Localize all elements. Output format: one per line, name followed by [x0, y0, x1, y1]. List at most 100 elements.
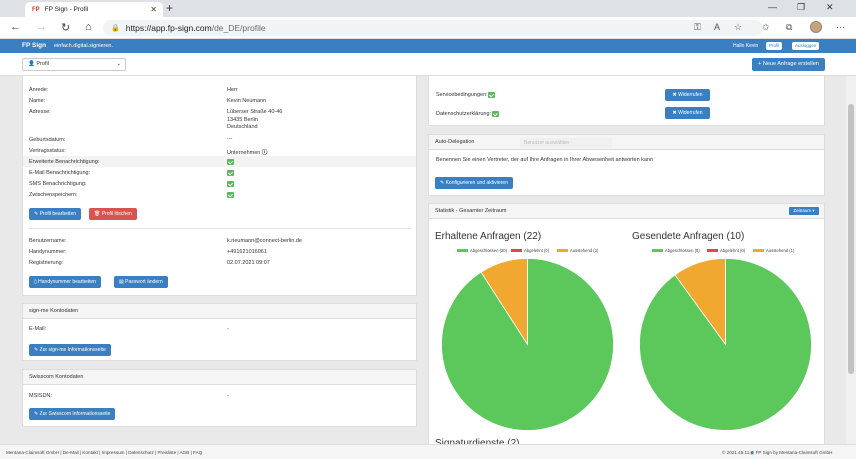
fp-favicon-icon: FP: [32, 6, 40, 13]
fp-logo-icon: ▣: [750, 450, 756, 455]
revoke-service-button[interactable]: ✖ Widerrufen: [665, 89, 710, 101]
email-value: -: [227, 326, 229, 332]
revoke-label: Widerrufen: [678, 92, 703, 98]
service-terms-label: Servicebedingungen:: [436, 92, 488, 98]
delete-profile-button[interactable]: 🗑 Profil löschen: [89, 208, 137, 220]
scrollbar-thumb[interactable]: [848, 104, 854, 374]
time-range-dropdown[interactable]: Zeitraum ▾: [789, 207, 819, 215]
tab-bar: FP FP Sign - Profil ✕ + — ❐ ✕: [0, 0, 856, 17]
signme-panel-title: sign-me Kontodaten: [23, 304, 416, 319]
address-line: Lüberser Straße 40-46: [227, 109, 283, 115]
toggle-label: Zwischenspeichern:: [29, 192, 78, 198]
link-icon: ✎: [34, 347, 40, 353]
change-password-label: Passwort ändern: [125, 279, 163, 285]
signme-info-button[interactable]: ✎ Zur sign-me Informationsseite: [29, 344, 111, 356]
trash-icon: 🗑: [94, 211, 102, 217]
menu-dots-icon[interactable]: ⋯: [836, 22, 845, 32]
field-label: Adresse:: [29, 109, 51, 115]
profile-panel: Anrede: Herr Name: Kevin Neumann Adresse…: [22, 76, 417, 296]
new-tab-icon[interactable]: +: [166, 1, 174, 15]
forward-icon[interactable]: →: [36, 21, 47, 33]
signature-services-title: Signaturdienste (2): [435, 438, 520, 449]
pie-slice-completed[interactable]: [441, 258, 614, 431]
swisscom-info-button[interactable]: ✎ Zur Swisscom Informationsseite: [29, 408, 116, 420]
tab-title: FP Sign - Profil: [44, 6, 89, 13]
field-value: Herr: [227, 87, 238, 93]
home-icon[interactable]: ⌂: [85, 21, 92, 33]
pie-slice-completed[interactable]: [639, 258, 812, 431]
delegation-panel: Auto-Delegation Benennen Sie einen Vertr…: [428, 134, 825, 196]
statistics-title: Statistik - Gesamter Zeitraum: [429, 204, 824, 219]
maximize-icon[interactable]: ❐: [797, 2, 806, 12]
url-field[interactable]: 🔒 https://app.fp-sign.com/de_DE/profile: [103, 20, 763, 36]
info-icon[interactable]: ⓘ: [261, 150, 268, 156]
revoke-privacy-button[interactable]: ✖ Widerrufen: [665, 107, 710, 119]
legend-item: Abgeschlossen (20): [457, 248, 507, 253]
toggle-label: E-Mail Benachrichtigung:: [29, 170, 91, 176]
divider: [29, 228, 411, 229]
lock-icon: 🔒: [111, 25, 120, 32]
msisdn-label: MSISDN:: [29, 393, 52, 399]
reload-icon[interactable]: ↻: [61, 22, 71, 34]
pencil-icon: ✎: [440, 180, 446, 186]
check-icon[interactable]: [227, 170, 234, 176]
user-avatar[interactable]: [810, 21, 822, 33]
swisscom-panel-title: Swisscom Kontodaten: [23, 370, 416, 385]
browser-tab[interactable]: FP FP Sign - Profil ✕: [25, 2, 163, 17]
link-icon: ✎: [34, 411, 40, 417]
close-window-icon[interactable]: ✕: [826, 2, 834, 12]
delegation-description: Benennen Sie einen Vertreter, der auf Ih…: [436, 157, 654, 163]
pencil-icon: ✎: [34, 211, 40, 217]
check-icon[interactable]: [227, 192, 234, 198]
field-label: Benutzername:: [29, 238, 67, 244]
change-password-button[interactable]: ▤ Passwort ändern: [114, 276, 168, 288]
footer-version: © 2021.45.11.4: [722, 450, 754, 455]
logout-button[interactable]: Ausloggen: [792, 42, 820, 50]
favorites-list-icon[interactable]: ✩: [762, 22, 770, 32]
close-tab-icon[interactable]: ✕: [150, 5, 157, 14]
url-host: https://app.fp-sign.com: [125, 23, 212, 33]
legend-label: Ausstehend (1): [766, 248, 795, 253]
field-label: Geburtsdatum:: [29, 137, 66, 143]
legend-label: Abgeschlossen (9): [665, 248, 700, 253]
chart-title-sent: Gesendete Anfragen (10): [632, 231, 745, 242]
tagline: einfach.digital.signieren.: [54, 43, 114, 49]
minimize-icon[interactable]: —: [768, 2, 777, 12]
address-bar: ← → ↻ ⌂ 🔒 https://app.fp-sign.com/de_DE/…: [0, 17, 856, 39]
check-icon[interactable]: [227, 159, 234, 165]
back-icon[interactable]: ←: [10, 21, 21, 33]
received-requests-pie-chart: [441, 258, 614, 431]
profile-select[interactable]: 👤 Profil ⌄: [22, 58, 126, 71]
address-line: 13435 Berlin: [227, 117, 258, 123]
field-value: k.neumann@connect-berlin.de: [227, 238, 302, 244]
new-request-button[interactable]: + Neue Anfrage erstellen: [752, 58, 825, 71]
field-value: +491621016061: [227, 249, 267, 255]
fp-sign-logo[interactable]: FP Sign: [22, 42, 47, 49]
footer-links[interactable]: Mentana-Claimsoft GmbH | De-Mail | Konta…: [6, 450, 203, 455]
legend-item: Abgelehnt (0): [511, 248, 549, 253]
profile-button[interactable]: Profil: [766, 42, 783, 50]
edit-phone-button[interactable]: ▯ Handynummer bearbeiten: [29, 276, 101, 288]
legend-label: Abgelehnt (0): [524, 248, 550, 253]
key-icon[interactable]: ⚿: [694, 22, 701, 32]
signme-panel: sign-me Kontodaten E-Mail: - ✎ Zur sign-…: [22, 303, 417, 361]
edit-profile-label: Profil bearbeiten: [39, 211, 77, 217]
favorite-star-icon[interactable]: ☆: [734, 22, 743, 32]
time-range-label: Zeitraum: [793, 208, 812, 213]
page-toolbar: 👤 Profil ⌄ + Neue Anfrage erstellen: [0, 53, 856, 76]
configure-delegation-button[interactable]: ✎ Konfigurieren und aktivieren: [435, 177, 513, 189]
check-icon[interactable]: [227, 181, 234, 187]
legend-swatch: [652, 248, 663, 253]
legend-item: Ausstehend (1): [753, 248, 794, 253]
address-line: Deutschland: [227, 124, 258, 130]
collections-icon[interactable]: ⧉: [786, 22, 793, 32]
read-aloud-icon[interactable]: A: [714, 22, 721, 32]
delete-profile-label: Profil löschen: [101, 211, 132, 217]
edit-profile-button[interactable]: ✎ Profil bearbeiten: [29, 208, 82, 220]
swisscom-info-label: Zur Swisscom Informationsseite: [39, 411, 111, 417]
toggle-label: SMS Benachrichtigung:: [29, 181, 87, 187]
delegate-user-select[interactable]: Benutzer auswählen: [520, 138, 612, 148]
field-label: Anrede:: [29, 87, 49, 93]
terms-panel: Servicebedingungen: ✖ Widerrufen Datensc…: [428, 76, 825, 126]
